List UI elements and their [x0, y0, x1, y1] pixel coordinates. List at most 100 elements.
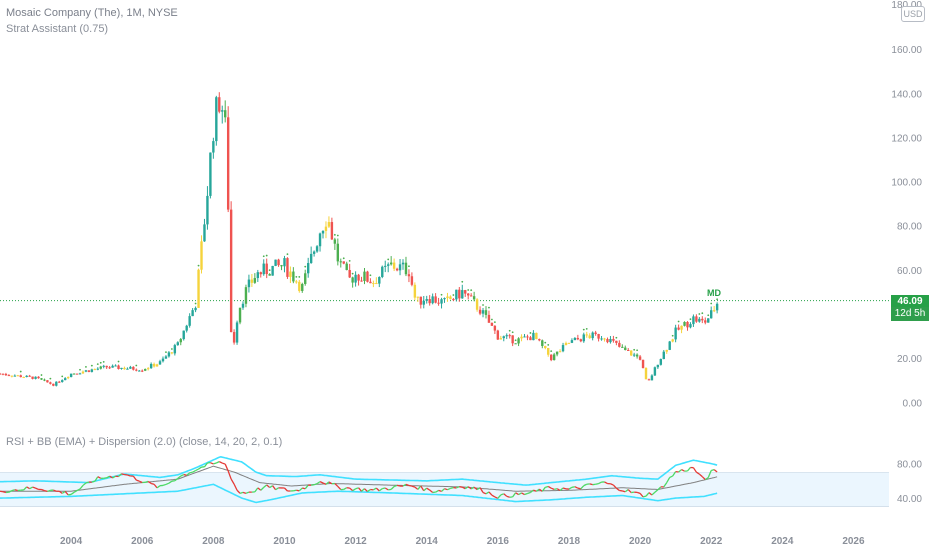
candle-body [357, 274, 360, 281]
indicator-legend-rsi[interactable]: RSI + BB (EMA) + Dispersion (2.0) (close… [6, 436, 283, 448]
candle-body [182, 330, 185, 340]
candle-body [43, 379, 46, 381]
candle-body [52, 383, 55, 386]
rsi-segment [701, 476, 706, 480]
rsi-segment [14, 489, 18, 492]
rsi-segment [405, 483, 410, 487]
rsi-segment [8, 490, 13, 493]
candle-body [167, 352, 171, 357]
rsi-segment [642, 495, 647, 498]
candle-body [712, 310, 716, 312]
candle-body [138, 370, 141, 372]
candle-body [99, 366, 102, 369]
currency-button[interactable]: USD [901, 6, 925, 22]
rsi-segment [183, 473, 187, 476]
candle-body [55, 381, 58, 386]
rsi-segment [192, 469, 196, 473]
rsi-segment [527, 491, 531, 495]
rsi-segment [571, 486, 576, 488]
rsi-segment [61, 490, 66, 494]
candle-body [114, 365, 117, 367]
candle-body [591, 332, 594, 339]
candle-body [283, 258, 286, 267]
rsi-segment [375, 487, 380, 492]
candle-body [221, 110, 224, 112]
candle-body [46, 380, 49, 383]
candle-body [472, 296, 476, 300]
candle-body [315, 246, 319, 252]
candle-body [478, 309, 482, 314]
rsi-segment [686, 467, 691, 472]
rsi-segment [319, 481, 324, 484]
rsi-segment [145, 480, 149, 483]
rsi-segment [515, 492, 519, 496]
candle-body [680, 325, 683, 330]
signal-dot [348, 260, 351, 262]
rsi-segment [580, 485, 585, 490]
signal-dot [514, 339, 517, 342]
candle-body [452, 299, 455, 301]
signal-dot [633, 348, 636, 351]
candle-body [567, 342, 571, 344]
rsi-segment [485, 491, 490, 495]
candle-body [289, 271, 292, 277]
rsi-segment [136, 479, 140, 482]
signal-dot [716, 298, 719, 301]
rsi-segment [595, 482, 599, 485]
candle-body [455, 289, 458, 300]
candle-body [37, 376, 40, 379]
rsi-segment [479, 487, 484, 493]
candle-body [262, 263, 265, 275]
x-tick-label: 2026 [842, 536, 865, 547]
candle-body [475, 299, 479, 310]
rsi-segment [298, 487, 303, 492]
rsi-segment [11, 489, 16, 492]
candle-body [632, 354, 636, 356]
candle-body [573, 337, 577, 341]
rsi-segment [461, 486, 466, 490]
candle-body [295, 281, 298, 283]
rsi-segment [589, 483, 593, 486]
candle-body [641, 359, 645, 368]
rsi-segment [165, 482, 170, 486]
rsi-segment [337, 485, 342, 491]
rsi-segment [550, 487, 555, 490]
candle-body [31, 376, 34, 379]
signal-dot [268, 269, 271, 272]
candle-body [158, 361, 162, 365]
candle-body [635, 354, 639, 357]
rsi-segment [645, 492, 650, 497]
candle-body [564, 343, 568, 346]
signal-dot [585, 327, 588, 330]
rsi-segment [636, 491, 641, 494]
signal-dot [170, 348, 173, 350]
signal-dot [304, 265, 307, 268]
rsi-segment [304, 484, 309, 490]
signal-dot [99, 361, 102, 364]
candle-body [259, 272, 262, 275]
candle-body [333, 239, 337, 244]
candle-body [384, 265, 387, 267]
candle-body [375, 283, 378, 285]
candle-body [704, 320, 707, 323]
rsi-segment [76, 488, 81, 492]
candle-body [413, 284, 417, 298]
candle-body [541, 340, 544, 346]
candle-body [511, 335, 514, 344]
signal-dot [286, 253, 289, 256]
candle-body [458, 289, 461, 299]
candle-body [271, 265, 274, 276]
candle-body [253, 278, 257, 283]
candle-body [508, 335, 511, 337]
candle-body [401, 262, 405, 265]
candle-body [81, 371, 85, 374]
rsi-segment [213, 462, 217, 465]
rsi-segment [257, 487, 262, 491]
indicator-legend-strat[interactable]: Strat Assistant (0.75) [6, 23, 109, 35]
signal-dot [90, 364, 93, 367]
rsi-segment [429, 489, 434, 493]
candle-body [164, 356, 168, 359]
candle-body [381, 266, 384, 278]
last-price-label: 46.09 [891, 295, 929, 309]
